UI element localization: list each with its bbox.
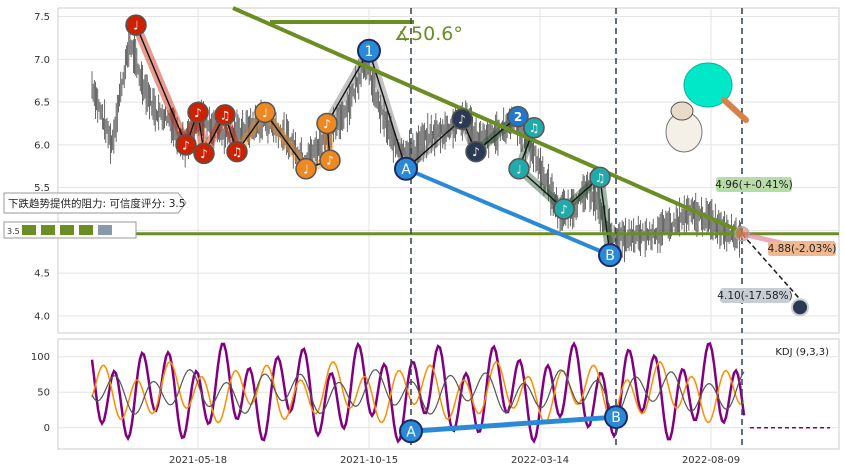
pivot-marker (553, 198, 575, 220)
projection-label: 4.10(-17.58%) (717, 290, 792, 302)
pivot-marker (295, 158, 317, 180)
pivot-marker (465, 140, 487, 163)
rating-value: 3.5 (7, 227, 20, 236)
pivot-symbol: ♪ (326, 154, 334, 168)
projection-endpoint (791, 298, 809, 317)
wave-segment (599, 177, 611, 256)
kdj-title: KDJ (9,3,3) (775, 347, 829, 358)
paddle-handle-icon (721, 97, 749, 123)
pivot-symbol: ♫ (595, 171, 606, 185)
pivot-marker (214, 104, 236, 126)
pivot-marker (125, 14, 147, 36)
pivot-marker (175, 134, 197, 156)
marker-b (598, 243, 622, 268)
projection-label: 4.88(-2.03%) (768, 243, 837, 255)
y-tick-label: 4.5 (34, 269, 50, 280)
wave-segment (135, 24, 187, 146)
pivot-symbol: ♪ (194, 106, 202, 120)
pivot-symbol: ♪ (182, 138, 190, 152)
kdj-series (90, 341, 830, 444)
pivot-symbol: ♪ (200, 147, 208, 161)
kdj-d-line (91, 360, 745, 424)
projection-badge (768, 241, 836, 256)
marker-label: B (605, 248, 615, 264)
marker-label: 1 (365, 44, 374, 60)
pivot-marker (523, 116, 545, 139)
price-panel (57, 7, 840, 334)
pivot-marker (507, 105, 529, 128)
kdj-trend-line (410, 414, 617, 434)
pivot-symbol: ♩ (262, 106, 268, 120)
rating-star-icon (41, 225, 55, 235)
pivot-marker (319, 149, 341, 171)
rating-star-icon (60, 225, 74, 235)
axes: 4.0 4.5 5.5 6.0 6.5 7.0 7.5 2021-05-18 2021-10-1… (31, 12, 740, 466)
kdj-marker-label: B (611, 410, 621, 426)
projection-badge (720, 288, 790, 303)
pivot-marker (226, 140, 248, 163)
y-tick-label: 0 (44, 423, 50, 434)
marker-a (394, 156, 418, 181)
pivot-marker (254, 101, 276, 124)
projection-badge (716, 177, 792, 192)
dog-head-icon (670, 101, 694, 121)
annotations: ♩ ♪ ♪ ♪ ♫ ♫ ♩ ♩ ♪ ♪ ♪ ♪ ♫ ♩ ♪ ♫ 2 A B 1 4.96(+-0.41%) 4.88(-2… (3, 6, 839, 449)
pivot-symbol: ♪ (323, 117, 331, 131)
wave-segment (264, 111, 307, 170)
resistance-callout (3, 192, 187, 214)
pivot-marker (589, 166, 611, 189)
kdj-k-line (91, 368, 745, 416)
y-tick-label: 6.5 (34, 98, 50, 109)
pivot-symbol: ♪ (472, 145, 480, 159)
rating-star-icon (22, 225, 36, 235)
pivot-symbol: ♩ (133, 19, 139, 33)
y-tick-label: 6.0 (34, 140, 50, 151)
pivot-marker (316, 112, 338, 135)
trend-ab-line (405, 166, 611, 258)
angle-label: ∡50.6° (394, 23, 463, 45)
projection-label: 4.96(+-0.41%) (715, 179, 793, 191)
pivot-symbol: 2 (514, 110, 522, 124)
y-tick-label: 7.5 (34, 12, 50, 23)
marker-label: A (401, 162, 411, 178)
rating-star-icon (98, 225, 112, 235)
pivot-marker (187, 101, 209, 124)
pivot-symbol: ♩ (516, 162, 522, 176)
pivot-marker (193, 142, 215, 165)
x-tick-label: 2022-03-14 (511, 455, 569, 466)
pivot-marker (508, 158, 530, 180)
x-tick-label: 2021-05-18 (169, 455, 227, 466)
y-tick-label: 100 (31, 352, 50, 363)
resistance-text: 下跌趋势提供的阻力: 可信度评分: 3.5 (8, 197, 185, 210)
marker-1 (357, 38, 381, 63)
y-tick-label: 7.0 (34, 55, 50, 66)
kdj-marker-label: A (406, 424, 416, 440)
kdj-marker (399, 419, 423, 444)
kdj-marker (604, 405, 628, 430)
pivot-symbol: ♫ (232, 145, 243, 159)
rating-star-icon (79, 225, 93, 235)
x-tick-label: 2022-08-09 (682, 455, 740, 466)
pivot-symbol: ♫ (220, 108, 231, 122)
wave-segment (405, 118, 463, 170)
paddle-icon (683, 62, 733, 108)
projection-path (741, 233, 801, 300)
current-price-dot (734, 226, 750, 242)
downtrend-line (232, 6, 743, 234)
pivot-symbol: ♪ (560, 202, 568, 216)
x-tick-label: 2021-10-15 (340, 455, 398, 466)
kdj-j-line (90, 341, 746, 444)
y-tick-label: 4.0 (34, 311, 50, 322)
pivot-symbol: ♫ (529, 121, 540, 135)
pivot-symbol: ♪ (458, 113, 466, 127)
pivot-marker (451, 108, 473, 130)
pivot-symbol: ♩ (303, 162, 309, 176)
y-tick-label: 5.5 (34, 183, 50, 194)
y-tick-label: 50 (37, 388, 50, 399)
